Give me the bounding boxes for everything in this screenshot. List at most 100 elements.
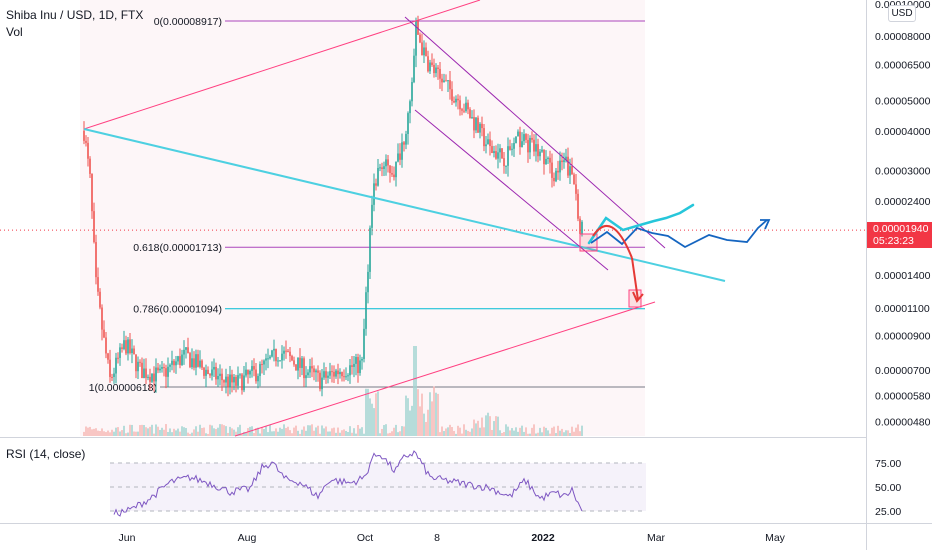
candle-body — [427, 56, 429, 72]
candle-body — [397, 153, 399, 162]
volume-bar — [317, 425, 319, 436]
volume-bar — [503, 431, 505, 436]
candle-body — [345, 376, 347, 378]
volume-bar — [493, 421, 495, 436]
volume-bar — [123, 425, 125, 436]
candle-body — [551, 162, 553, 178]
candle-body — [379, 167, 381, 169]
volume-bar — [157, 426, 159, 436]
candle-body — [323, 371, 325, 378]
candle-body — [275, 348, 277, 362]
volume-bar — [105, 432, 107, 436]
volume-bar — [399, 431, 401, 436]
volume-bar — [219, 424, 221, 436]
candle-body — [557, 170, 559, 173]
volume-bar — [287, 426, 289, 436]
candle-body — [549, 157, 551, 163]
candle-body — [361, 358, 363, 361]
volume-bar — [365, 388, 367, 436]
price-axis-tick: 0.00005000 — [875, 95, 931, 107]
candle-body — [183, 349, 185, 355]
candle-body — [115, 357, 117, 374]
volume-bar — [257, 427, 259, 436]
volume-bar — [401, 426, 403, 436]
volume-bar — [529, 433, 531, 436]
volume-bar — [253, 432, 255, 436]
candle-body — [273, 348, 275, 351]
volume-bar — [217, 427, 219, 436]
volume-bar — [347, 432, 349, 436]
candle-body — [351, 365, 353, 367]
volume-bar — [255, 428, 257, 436]
fib-level-label: 1(0.00000618) — [89, 382, 157, 394]
volume-bar — [337, 427, 339, 436]
candle-body — [453, 100, 455, 103]
candle-body — [99, 291, 101, 308]
volume-bar — [131, 424, 133, 436]
volume-bar — [319, 433, 321, 436]
candle-body — [291, 356, 293, 361]
candle-body — [121, 347, 123, 349]
volume-bar — [429, 392, 431, 436]
candle-body — [203, 367, 205, 376]
candle-body — [377, 167, 379, 186]
rsi-axis-tick: 50.00 — [875, 482, 901, 494]
currency-button[interactable]: USD — [888, 5, 916, 22]
volume-bar — [313, 430, 315, 436]
candle-body — [177, 356, 179, 362]
volume-bar — [335, 432, 337, 436]
candle-body — [111, 376, 113, 378]
volume-bar — [477, 420, 479, 436]
candle-body — [307, 372, 309, 376]
volume-bar — [307, 425, 309, 436]
candle-body — [277, 360, 279, 362]
candle-body — [241, 374, 243, 391]
volume-bar — [413, 346, 415, 436]
candle-body — [247, 369, 249, 375]
channel-upper-line — [404, 16, 666, 249]
candle-body — [259, 364, 261, 376]
candle-body — [575, 184, 577, 194]
candle-body — [381, 167, 383, 170]
candle-body — [271, 350, 273, 357]
volume-bar — [243, 431, 245, 436]
volume-bar — [209, 424, 211, 436]
candle-body — [347, 375, 349, 377]
candle-body — [101, 307, 103, 330]
volume-bar — [285, 427, 287, 436]
volume-bar — [315, 427, 317, 436]
candle-body — [449, 80, 451, 90]
wedge-upper-line — [83, 0, 481, 130]
candle-body — [187, 347, 189, 354]
candle-body — [287, 350, 289, 352]
volume-bar — [533, 424, 535, 436]
candle-body — [151, 373, 153, 382]
volume-bar — [203, 427, 205, 436]
candle-body — [527, 139, 529, 153]
volume-label: Vol — [6, 25, 23, 39]
candle-body — [83, 130, 85, 141]
candle-body — [509, 146, 511, 150]
price-axis-tick: 0.00008000 — [875, 31, 931, 43]
candle-body — [245, 369, 247, 376]
candle-body — [93, 211, 95, 243]
candle-body — [399, 153, 401, 160]
volume-bar — [301, 429, 303, 436]
bar-countdown: 05:23:23 — [873, 235, 914, 247]
volume-bar — [159, 429, 161, 436]
volume-bar — [279, 427, 281, 436]
candle-body — [335, 370, 337, 377]
candle-body — [477, 117, 479, 133]
time-axis-tick: Aug — [238, 532, 257, 544]
volume-bar — [415, 346, 417, 436]
volume-bar — [305, 430, 307, 436]
fib-level-label: 0(0.00008917) — [154, 16, 222, 28]
candle-body — [299, 357, 301, 368]
candle-body — [525, 134, 527, 140]
projection-blue — [590, 219, 768, 249]
candle-body — [411, 82, 413, 102]
candle-body — [541, 149, 543, 152]
candle-body — [285, 350, 287, 352]
volume-bar — [453, 430, 455, 436]
volume-bar — [297, 430, 299, 436]
